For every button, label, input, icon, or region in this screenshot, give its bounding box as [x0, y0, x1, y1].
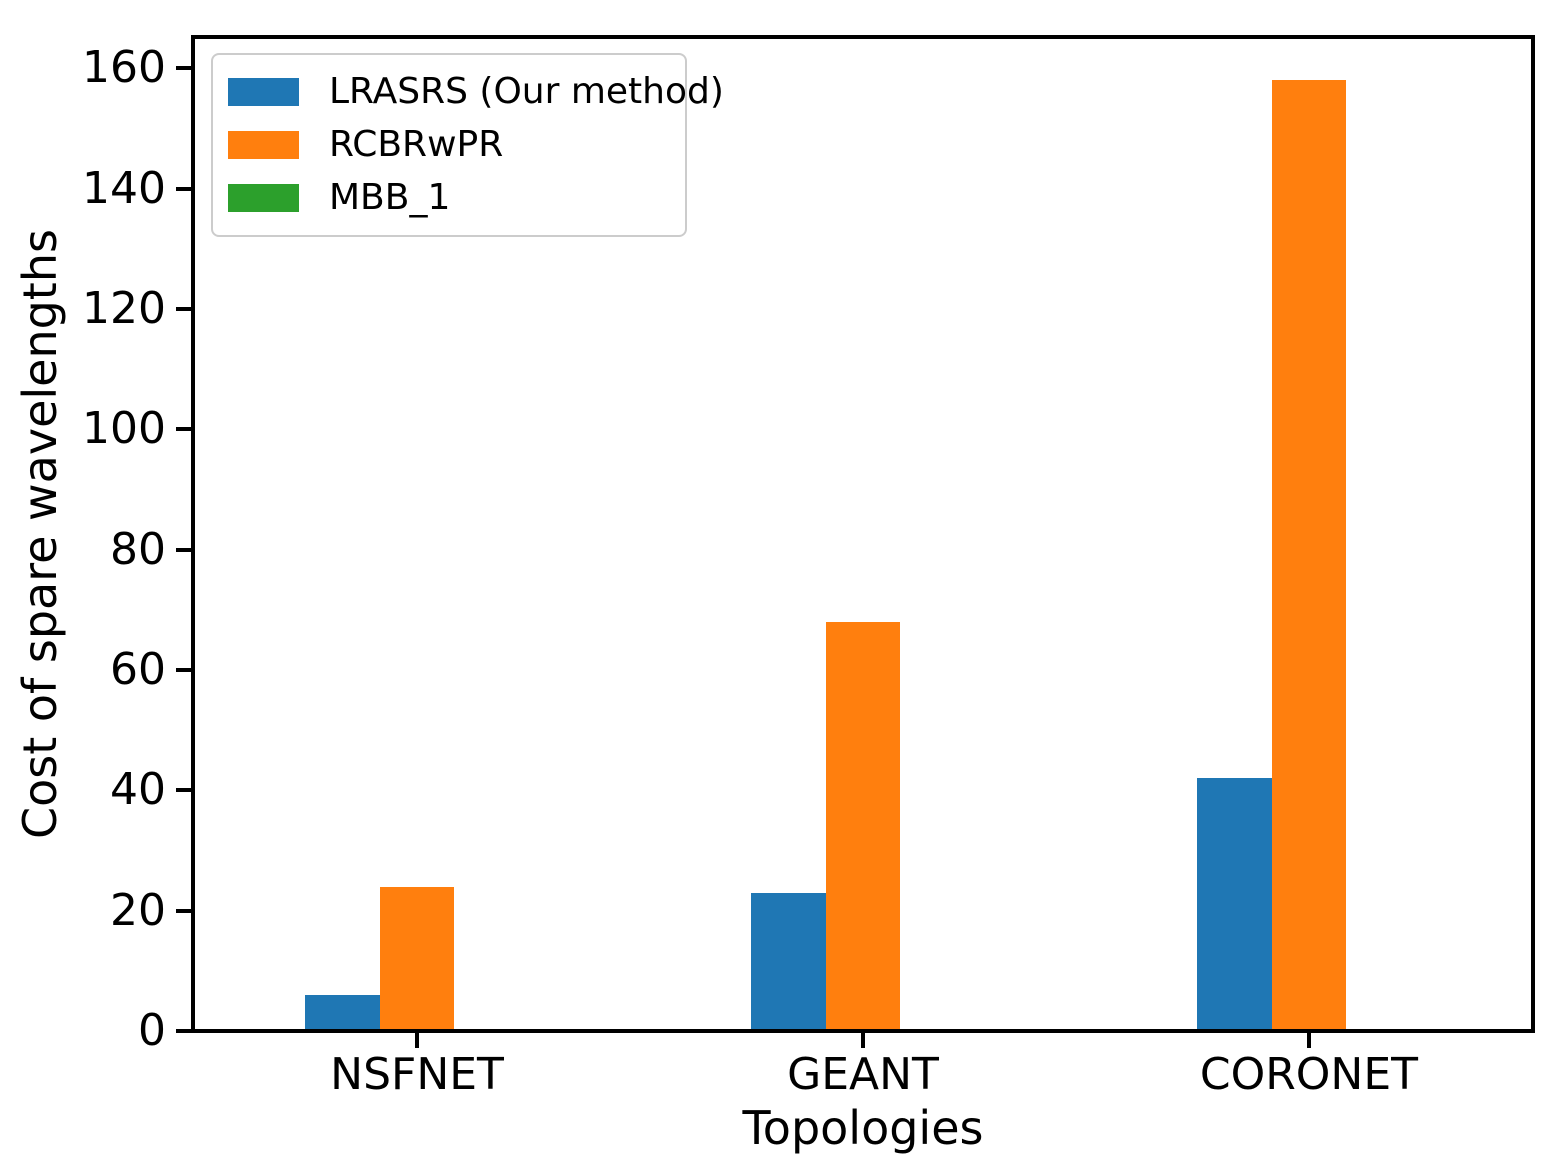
x-tick-mark	[861, 1031, 865, 1048]
legend-swatch-rcbrwpr	[228, 130, 299, 159]
legend-label: LRASRS (Our method)	[329, 70, 724, 112]
bar-lrasrs-geant	[751, 892, 826, 1031]
legend-swatch-mbb1	[228, 184, 299, 213]
y-tick-label: 20	[110, 884, 166, 936]
legend-item: MBB_1	[228, 178, 685, 218]
legend-item: RCBRwPR	[228, 123, 685, 165]
y-tick-mark	[176, 547, 192, 552]
legend-label: RCBRwPR	[329, 123, 504, 165]
y-tick-mark	[176, 66, 192, 71]
x-axis-label: Topologies	[742, 1101, 984, 1155]
y-tick-label: 100	[82, 403, 166, 455]
x-tick-label: NSFNET	[330, 1049, 504, 1100]
legend: LRASRS (Our method) RCBRwPR MBB_1	[211, 53, 724, 237]
y-tick-label: 120	[82, 282, 166, 334]
x-tick-mark	[1306, 1031, 1311, 1048]
bar-rcbrwpr-geant	[825, 621, 901, 1031]
y-tick-mark	[176, 908, 192, 913]
y-tick-mark	[176, 186, 192, 191]
x-tick-mark	[415, 1031, 420, 1048]
y-tick-mark	[176, 1029, 192, 1033]
bar-lrasrs-coronet	[1197, 778, 1272, 1031]
bar-lrasrs-nsfnet	[305, 994, 380, 1031]
x-tick-label: GEANT	[787, 1049, 939, 1100]
x-tick-label: CORONET	[1199, 1049, 1419, 1100]
y-tick-label: 160	[82, 42, 166, 94]
legend-label: MBB_1	[329, 177, 451, 219]
legend-swatch-lrasrs	[228, 77, 299, 106]
legend-item: LRASRS (Our method)	[228, 71, 724, 112]
y-tick-mark	[176, 667, 192, 672]
y-tick-label: 140	[82, 162, 166, 214]
y-tick-label: 40	[110, 764, 166, 816]
y-tick-mark	[176, 427, 192, 432]
y-tick-mark	[176, 788, 192, 793]
bar-rcbrwpr-coronet	[1271, 80, 1347, 1031]
y-tick-label: 80	[110, 523, 166, 575]
y-tick-mark	[176, 306, 192, 311]
bar-rcbrwpr-nsfnet	[379, 886, 455, 1031]
y-tick-label: 60	[110, 643, 166, 695]
y-axis-label: Cost of spare wavelengths	[13, 229, 67, 839]
y-tick-label: 0	[138, 1005, 166, 1056]
